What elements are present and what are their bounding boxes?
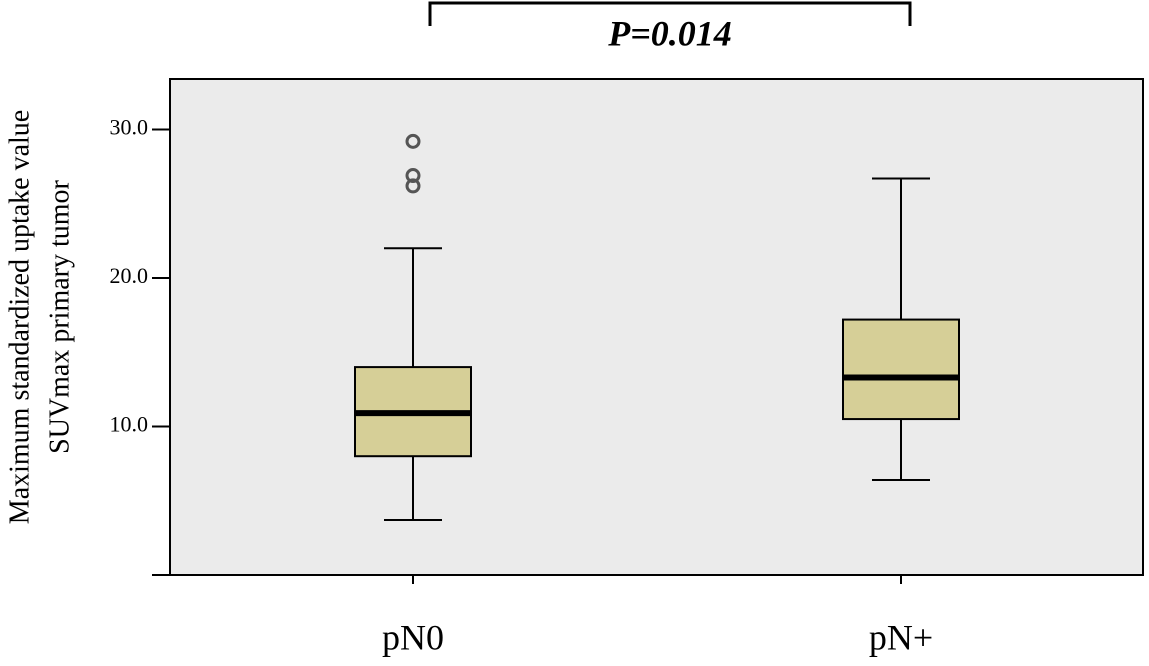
x-tick-label: pN+ [869,617,933,657]
y-tick-label: 20.0 [110,263,149,288]
plot-area [169,78,1144,576]
x-tick-label: pN0 [382,617,444,657]
outlier [405,178,421,194]
outlier [405,168,421,184]
outlier [405,133,421,149]
annotation: P=0.014 [607,13,732,53]
y-tick-label: 10.0 [110,412,149,437]
y-axis-title: Maximum standardized uptake value SUVmax… [4,110,75,524]
y-tick-label: 30.0 [110,115,149,140]
y-axis-title-line: Maximum standardized uptake value [4,110,35,524]
box [842,318,960,421]
y-axis-title-line: SUVmax primary tumor [44,179,75,453]
significance-bracket [428,1,912,26]
